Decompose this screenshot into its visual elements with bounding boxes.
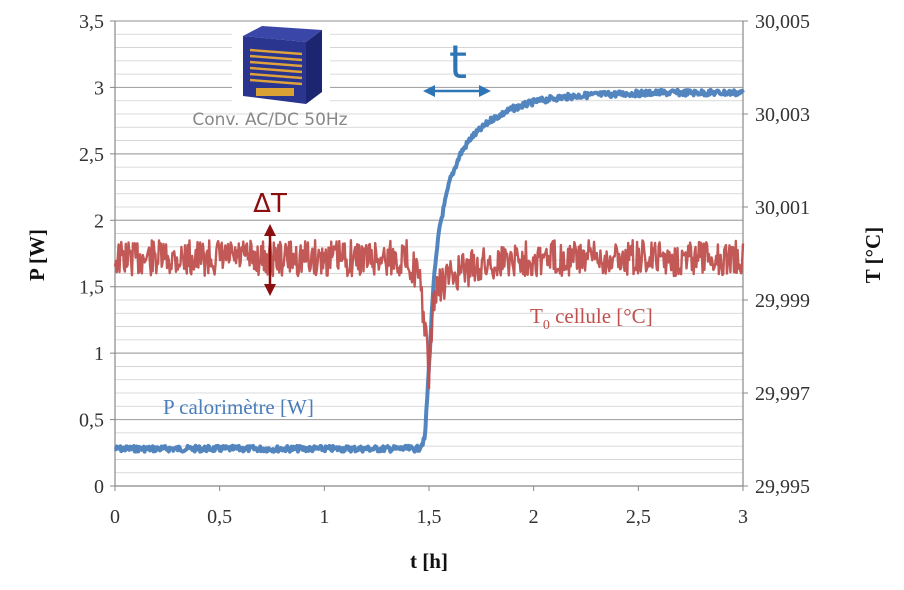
x-axis-title: t [h] (410, 549, 448, 573)
data-series (113, 87, 745, 454)
y-left-tick-label: 2,5 (79, 144, 104, 166)
y-left-tick-label: 0 (94, 476, 104, 498)
x-tick-label: 2 (529, 506, 539, 528)
y-right-tick-label: 29,995 (755, 476, 810, 498)
y-left-axis-title: P [W] (25, 229, 49, 281)
series-label-temperature-subscript: 0 (543, 318, 550, 333)
y-right-axis-title: T [°C] (861, 227, 885, 283)
x-tick-label: 1,5 (417, 506, 442, 528)
y-left-tick-label: 1,5 (79, 277, 104, 299)
time-double-arrow-icon (423, 85, 491, 97)
x-tick-labels: 0 0,5 1 1,5 2 2,5 3 (110, 486, 748, 528)
x-tick-label: 0,5 (207, 506, 232, 528)
y-right-tick-label: 30,005 (755, 11, 810, 33)
series-label-temperature-main: T (530, 304, 543, 328)
y-right-tick-label: 30,003 (755, 104, 810, 126)
y-left-tick-labels: 0 0,5 1 1,5 2 2,5 3 3,5 (79, 11, 115, 498)
converter-device-icon (232, 22, 330, 110)
series-label-temperature-rest: cellule [°C] (550, 304, 653, 328)
time-label: t (449, 35, 467, 89)
x-tick-label: 1 (319, 506, 329, 528)
y-right-tick-label: 30,001 (755, 197, 810, 219)
x-tick-label: 2,5 (626, 506, 651, 528)
series-label-temperature: T0 cellule [°C] (530, 304, 653, 333)
y-right-tick-label: 29,999 (755, 290, 810, 312)
device-caption: Conv. AC/DC 50Hz (192, 110, 347, 130)
y-left-tick-label: 3 (94, 77, 104, 99)
x-tick-label: 0 (110, 506, 120, 528)
delta-t-double-arrow-icon (264, 224, 276, 296)
y-right-tick-labels: 29,995 29,997 29,999 30,001 30,003 30,005 (743, 11, 810, 498)
y-right-tick-label: 29,997 (755, 383, 810, 405)
delta-t-label: ΔT (253, 189, 287, 219)
y-left-tick-label: 0,5 (79, 410, 104, 432)
series-label-power: P calorimètre [W] (163, 395, 314, 419)
y-left-tick-label: 3,5 (79, 11, 104, 33)
y-left-tick-label: 1 (94, 343, 104, 365)
x-tick-label: 3 (738, 506, 748, 528)
y-left-tick-label: 2 (94, 210, 104, 232)
temperature-series-line (113, 238, 745, 390)
